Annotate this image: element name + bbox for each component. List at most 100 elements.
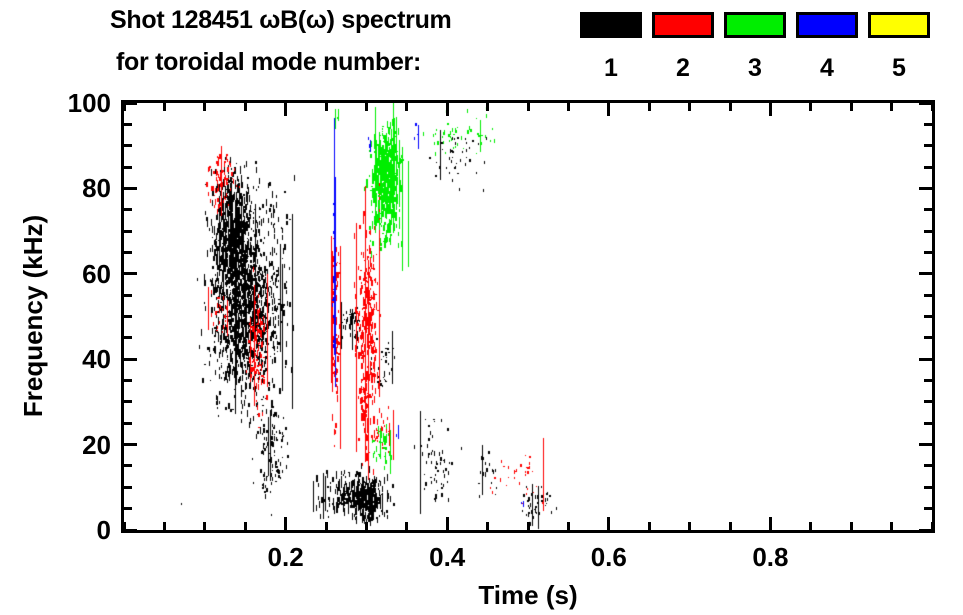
x-tick [324,522,328,530]
x-tick [728,522,732,530]
y-tick [124,507,132,511]
legend-label-1: 1 [604,54,618,82]
y-tick [124,101,137,105]
x-tick [405,522,409,530]
x-tick-top [162,103,166,111]
y-tick-right [924,208,932,212]
y-tick [124,186,137,190]
legend-label-4: 4 [820,54,834,82]
x-tick-top [526,103,530,111]
y-axis-title: Frequency (kHz) [18,214,48,418]
y-tick-right [924,165,932,169]
y-tick-right [924,464,932,468]
x-tick [486,522,490,530]
x-axis-title: Time (s) [478,580,578,610]
chart-title-line-1: Shot 128451 ωB(ω) spectrum [110,6,452,34]
y-tick [124,421,132,425]
x-tick [809,522,813,530]
y-tick [124,464,132,468]
x-tick [122,522,126,530]
y-tick-label: 80 [82,173,111,204]
x-tick-top [284,103,288,116]
x-tick [526,522,530,530]
axis-top [121,100,935,103]
x-tick-top [445,103,449,116]
y-tick [124,272,137,276]
x-tick [607,517,611,530]
x-tick-top [566,103,570,111]
x-tick-top [647,103,651,111]
y-tick-right [919,272,932,276]
x-tick-top [849,103,853,111]
y-tick-right [924,507,932,511]
y-tick-right [924,421,932,425]
y-tick [124,485,132,489]
y-tick [124,122,132,126]
x-tick-top [809,103,813,111]
x-tick [688,522,692,530]
x-tick-top [930,103,934,111]
x-tick-label: 0.8 [752,542,789,572]
x-tick [768,517,772,530]
y-tick-right [924,336,932,340]
y-tick-right [924,144,932,148]
x-tick-top [486,103,490,111]
x-tick [284,517,288,530]
legend: 1 2 3 4 5 [580,12,930,90]
x-tick-top [890,103,894,111]
y-tick [124,208,132,212]
plot-area: Frequency (kHz) Time (s) 0 20 40 60 80 100 0.2… [18,90,935,608]
axis-left [121,100,124,533]
y-tick-label: 40 [82,344,111,375]
y-tick [124,528,137,532]
x-tick [445,517,449,530]
x-tick [162,522,166,530]
y-tick [124,443,137,447]
x-tick-top [203,103,207,111]
axis-bottom [121,530,935,533]
y-tick-right [919,528,932,532]
legend-label-3: 3 [748,54,762,82]
y-tick [124,400,132,404]
y-tick-right [924,250,932,254]
legend-label-2: 2 [676,54,690,82]
y-tick-right [919,443,932,447]
x-tick-top [768,103,772,116]
x-tick-top [607,103,611,116]
x-tick [930,522,934,530]
y-tick-label: 20 [82,429,111,460]
y-tick-right [924,229,932,233]
x-tick [849,522,853,530]
y-tick-right [924,293,932,297]
axis-right [932,100,935,533]
x-tick-top [122,103,126,111]
y-tick-right [919,357,932,361]
legend-swatch-5 [868,12,930,38]
x-tick-label: 0.6 [590,542,627,572]
x-tick-label: 0.2 [267,542,304,572]
x-tick-label: 0.4 [429,542,466,572]
y-tick-right [924,379,932,383]
y-tick [124,229,132,233]
x-tick [203,522,207,530]
y-tick [124,379,132,383]
y-tick [124,144,132,148]
legend-swatch-1 [580,12,642,38]
y-tick-right [924,315,932,318]
y-tick [124,250,132,254]
chart-title-line-2: for toroidal mode number: [116,48,422,76]
x-tick-top [324,103,328,111]
y-tick-label: 60 [82,258,111,289]
spectrogram-plot [124,103,932,530]
x-tick-top [728,103,732,111]
x-tick-top [405,103,409,111]
y-tick-label: 100 [67,88,111,118]
legend-label-5: 5 [892,54,906,82]
y-tick [124,315,132,318]
x-tick [243,522,247,530]
x-tick-top [364,103,368,111]
x-tick [890,522,894,530]
y-tick-label: 0 [96,515,111,545]
x-tick-top [688,103,692,111]
